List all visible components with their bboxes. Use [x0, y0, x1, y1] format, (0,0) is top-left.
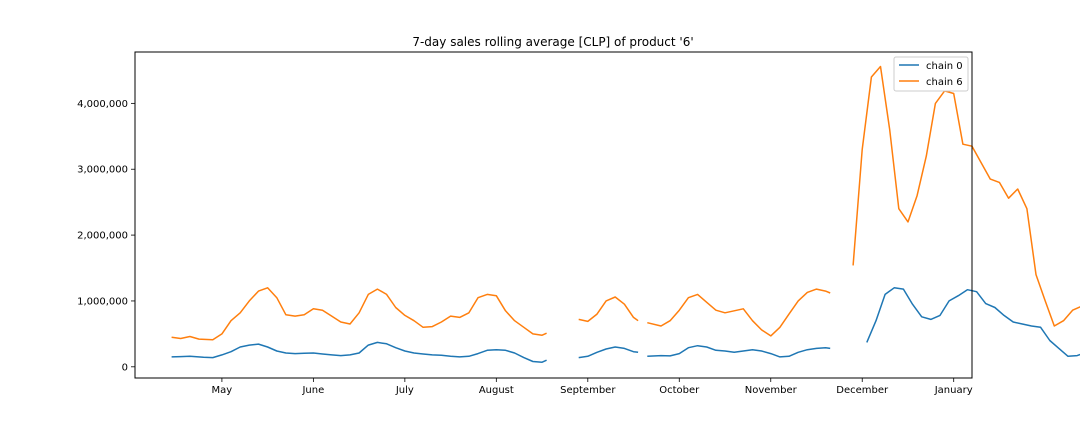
chart-title: 7-day sales rolling average [CLP] of pro…: [412, 35, 693, 49]
series-line-chain-0: [647, 344, 831, 358]
y-tick-label: 2,000,000: [77, 231, 128, 242]
y-tick-label: 4,000,000: [77, 99, 128, 110]
series-line-chain-6: [578, 296, 639, 323]
series-line-chain-0: [171, 341, 547, 363]
x-tick-label: October: [659, 385, 700, 396]
x-tick-label: June: [301, 385, 324, 396]
legend: chain 0 chain 6: [893, 56, 969, 92]
x-tick-label: September: [560, 385, 616, 396]
x-axis: May June July August September October Novembe…: [212, 378, 973, 396]
series-line-chain-6: [647, 288, 831, 337]
x-tick-label: July: [395, 385, 414, 396]
y-tick-label: 3,000,000: [77, 165, 128, 176]
x-tick-label: August: [479, 385, 514, 396]
series-line-chain-0: [866, 287, 1080, 358]
x-tick-label: December: [836, 385, 889, 396]
x-tick-label: January: [934, 385, 973, 396]
y-axis: 0 1,000,000 2,000,000 3,000,000 4,000,000: [77, 99, 135, 373]
series-line-chain-0: [578, 346, 639, 359]
series-line-chain-6: [852, 65, 1080, 327]
plot-frame: [134, 51, 973, 379]
series-line-chain-6: [171, 287, 547, 341]
x-tick-label: May: [212, 385, 233, 396]
legend-label-chain-0: chain 0: [926, 61, 963, 72]
legend-label-chain-6: chain 6: [926, 77, 963, 88]
x-tick-label: November: [745, 385, 798, 396]
y-tick-label: 1,000,000: [77, 296, 128, 307]
plot-lines: [171, 65, 1080, 363]
y-tick-label: 0: [122, 362, 128, 373]
